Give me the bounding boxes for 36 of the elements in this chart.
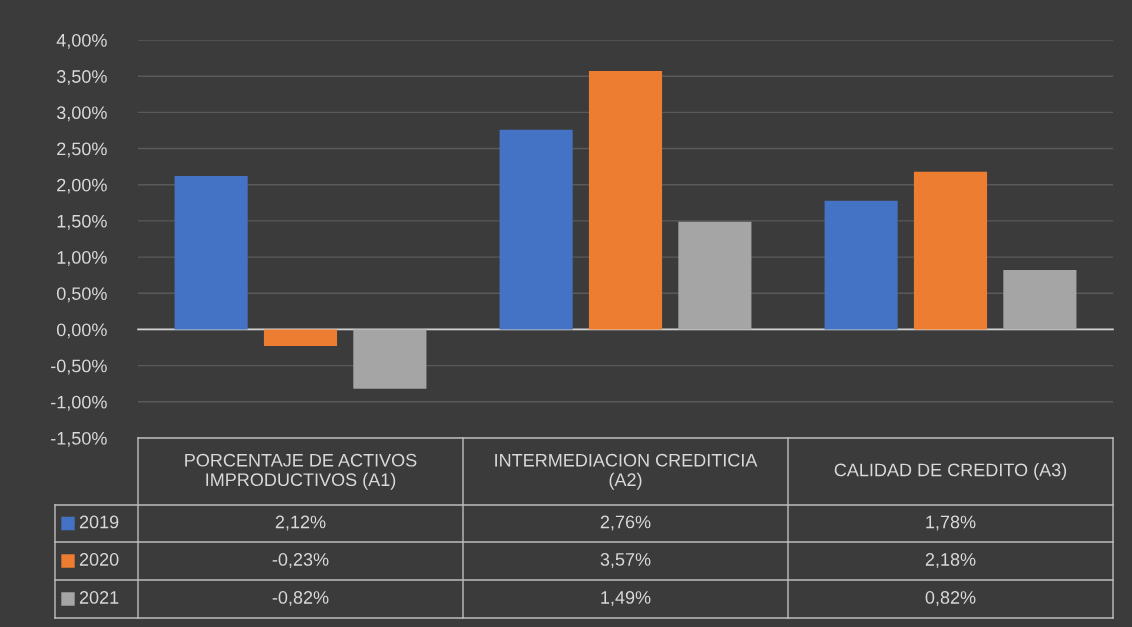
data-label: 2,12% — [275, 515, 326, 531]
bar — [1003, 270, 1077, 330]
bar — [678, 221, 752, 330]
y-tick-label: -1,00% — [51, 395, 107, 411]
y-tick-label: 0,50% — [56, 287, 107, 303]
x-tick-label: INTERMEDIACION CREDITICIA (A2) — [495, 453, 758, 490]
bar — [499, 129, 573, 330]
bar — [913, 171, 988, 330]
y-tick-label: 2,00% — [57, 178, 107, 194]
data-label: 2,18% — [925, 553, 976, 568]
data-label: -0,82% — [272, 591, 329, 606]
bar — [353, 329, 427, 389]
bar — [263, 329, 338, 347]
legend-label: 2021 — [79, 591, 119, 604]
y-tick-label: 3,00% — [56, 106, 107, 122]
y-tick-label: 1,50% — [57, 214, 107, 230]
y-tick-label: -1,50% — [51, 431, 107, 447]
legend-label: 2019 — [79, 515, 119, 529]
data-label: 1,49% — [601, 591, 651, 606]
x-tick-label: CALIDAD DE CREDITO (A3) — [834, 463, 1067, 480]
x-tick-label: PORCENTAJE DE ACTIVOS IMPRODUCTIVOS (A1) — [185, 453, 417, 490]
data-label: -0,23% — [272, 553, 329, 568]
bar — [588, 71, 663, 330]
data-label: 0,82% — [925, 591, 976, 606]
y-tick-label: 3,50% — [56, 70, 107, 86]
y-tick-label: 2,50% — [57, 142, 107, 158]
data-label: 3,57% — [600, 553, 651, 568]
y-tick-label: 0,00% — [56, 323, 107, 339]
data-label: 2,76% — [600, 515, 651, 531]
bar — [824, 200, 898, 330]
y-tick-label: -0,50% — [51, 359, 107, 375]
legend-label: 2020 — [79, 553, 119, 566]
y-tick-label: 1,00% — [57, 251, 107, 266]
y-tick-label: 4,00% — [56, 33, 107, 49]
data-label: 1,78% — [926, 515, 976, 531]
bar — [174, 176, 248, 330]
